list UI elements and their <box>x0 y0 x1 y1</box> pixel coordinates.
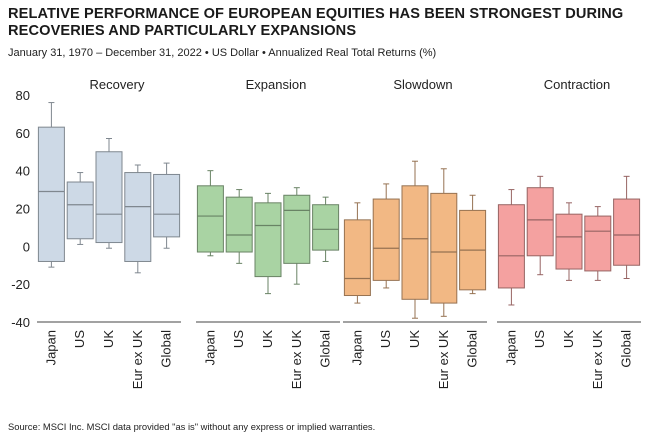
x-tick-label-global: Global <box>159 330 174 368</box>
box-us <box>372 198 400 281</box>
x-tick-label-uk: UK <box>561 330 576 348</box>
y-tick-label: 40 <box>16 164 30 179</box>
chart-subtitle: January 31, 1970 – December 31, 2022 • U… <box>8 47 437 59</box>
box-global <box>153 173 181 238</box>
y-tick-label: -20 <box>11 277 30 292</box>
box-japan <box>497 204 525 289</box>
x-tick-label-uk: UK <box>101 330 116 348</box>
box-uk <box>254 202 282 278</box>
box-uk <box>555 213 583 270</box>
x-tick-label-us: US <box>378 330 393 348</box>
y-tick-label: -40 <box>11 315 30 330</box>
x-tick-label-us: US <box>532 330 547 348</box>
x-tick-label-eur-ex-uk: Eur ex UK <box>590 330 605 390</box>
y-tick-label: 80 <box>16 88 30 103</box>
box-us <box>526 187 554 257</box>
group-title-contraction: Contraction <box>544 77 610 92</box>
group-title-expansion: Expansion <box>246 77 307 92</box>
x-tick-label-us: US <box>231 330 246 348</box>
x-tick-label-eur-ex-uk: Eur ex UK <box>130 330 145 390</box>
y-tick-label: 60 <box>16 126 30 141</box>
group-title-recovery: Recovery <box>90 77 145 92</box>
x-tick-label-us: US <box>72 330 87 348</box>
x-tick-label-uk: UK <box>260 330 275 348</box>
box-japan <box>196 185 224 253</box>
box-eur-ex-uk <box>124 172 152 262</box>
box-japan <box>343 219 371 297</box>
x-tick-label-global: Global <box>318 330 333 368</box>
x-tick-label-uk: UK <box>407 330 422 348</box>
source-note: Source: MSCI Inc. MSCI data provided "as… <box>8 421 376 432</box>
box-us <box>66 181 94 240</box>
chart-title: RELATIVE PERFORMANCE OF EUROPEAN EQUITIE… <box>8 6 624 39</box>
box-eur-ex-uk <box>430 192 458 304</box>
x-tick-label-global: Global <box>619 330 634 368</box>
x-tick-label-japan: Japan <box>349 330 364 365</box>
x-tick-label-eur-ex-uk: Eur ex UK <box>436 330 451 390</box>
y-tick-label: 0 <box>23 239 30 254</box>
x-tick-label-japan: Japan <box>43 330 58 365</box>
box-us <box>225 196 253 253</box>
x-tick-label-japan: Japan <box>503 330 518 365</box>
x-tick-label-global: Global <box>465 330 480 368</box>
box-uk <box>401 185 429 300</box>
group-title-slowdown: Slowdown <box>393 77 452 92</box>
box-eur-ex-uk <box>584 215 612 272</box>
x-tick-label-japan: Japan <box>202 330 217 365</box>
y-tick-label: 20 <box>16 202 30 217</box>
x-tick-label-eur-ex-uk: Eur ex UK <box>289 330 304 390</box>
box-uk <box>95 151 123 244</box>
box-global <box>312 204 340 251</box>
box-global <box>613 198 641 266</box>
box-japan <box>37 126 65 262</box>
box-eur-ex-uk <box>283 194 311 264</box>
